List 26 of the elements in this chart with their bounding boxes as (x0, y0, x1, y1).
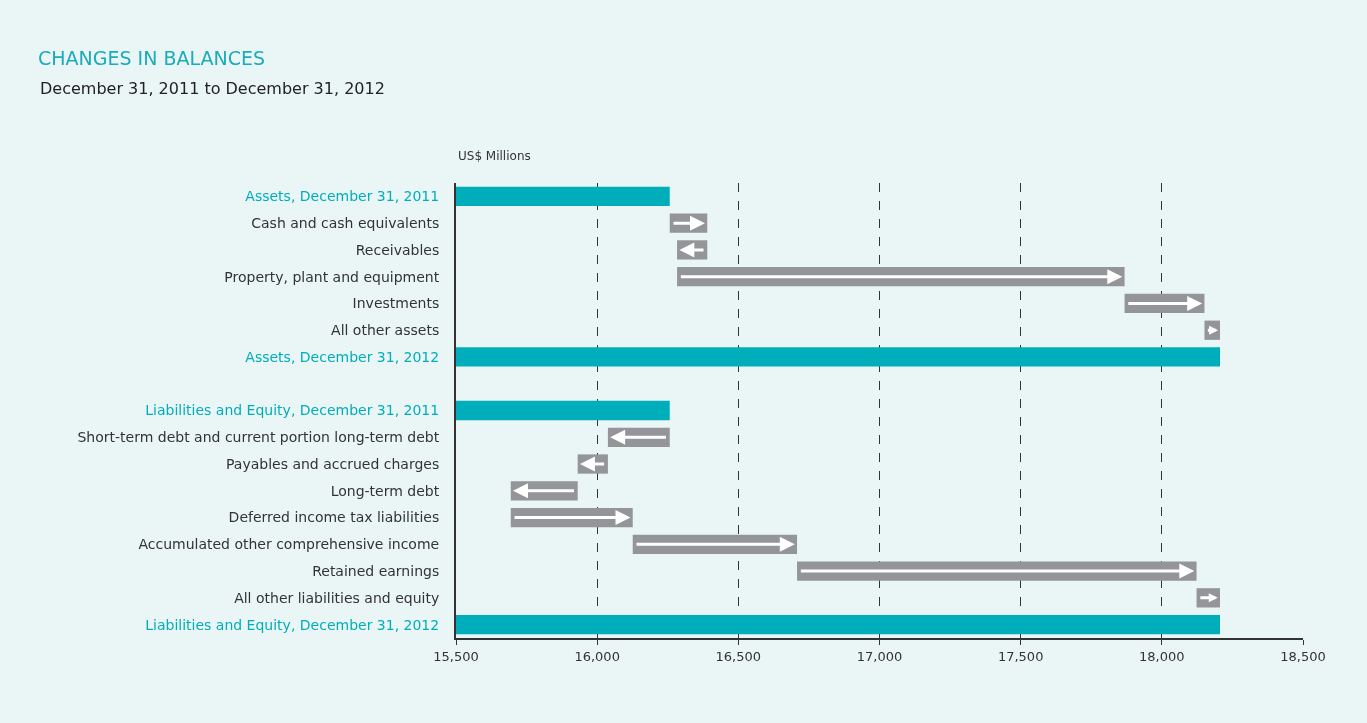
y-tick-label: Cash and cash equivalents (251, 215, 440, 232)
y-tick-label: Deferred income tax liabilities (228, 509, 440, 526)
y-tick-label: Payables and accrued charges (226, 455, 440, 472)
y-tick-label: Property, plant and equipment (224, 268, 440, 285)
x-tick-label: 17,000 (856, 648, 903, 664)
y-tick-label: Liabilities and Equity, December 31, 2012 (145, 616, 440, 633)
y-tick-label: Long-term debt (330, 482, 440, 499)
y-tick-label: Investments (352, 295, 440, 312)
y-tick-label: Assets, December 31, 2011 (245, 188, 440, 205)
x-tick-label: 16,000 (574, 648, 620, 664)
x-tick-label: 18,500 (1280, 648, 1326, 664)
y-tick-label: All other liabilities and equity (234, 589, 440, 606)
y-tick-label: Retained earnings (312, 562, 440, 579)
y-tick-label: Liabilities and Equity, December 31, 2011 (145, 402, 440, 419)
x-tick-label: 18,000 (1139, 648, 1185, 664)
y-tick-label: All other assets (331, 322, 440, 339)
y-tick-label: Receivables (355, 241, 440, 258)
x-tick-label: 15,500 (433, 648, 479, 664)
x-tick-label: 17,500 (997, 648, 1044, 664)
text: December 31, 2011 to December 31, 2012 (40, 79, 385, 98)
text: CHANGES IN BALANCES (38, 46, 266, 69)
y-tick-label: Assets, December 31, 2012 (245, 348, 440, 365)
x-axis-title: US$ Millions (458, 149, 531, 163)
y-tick-label: Accumulated other comprehensive income (138, 536, 440, 553)
y-tick-label: Short-term debt and current portion long-term debt (77, 429, 440, 446)
x-tick-label: 16,500 (715, 648, 762, 664)
